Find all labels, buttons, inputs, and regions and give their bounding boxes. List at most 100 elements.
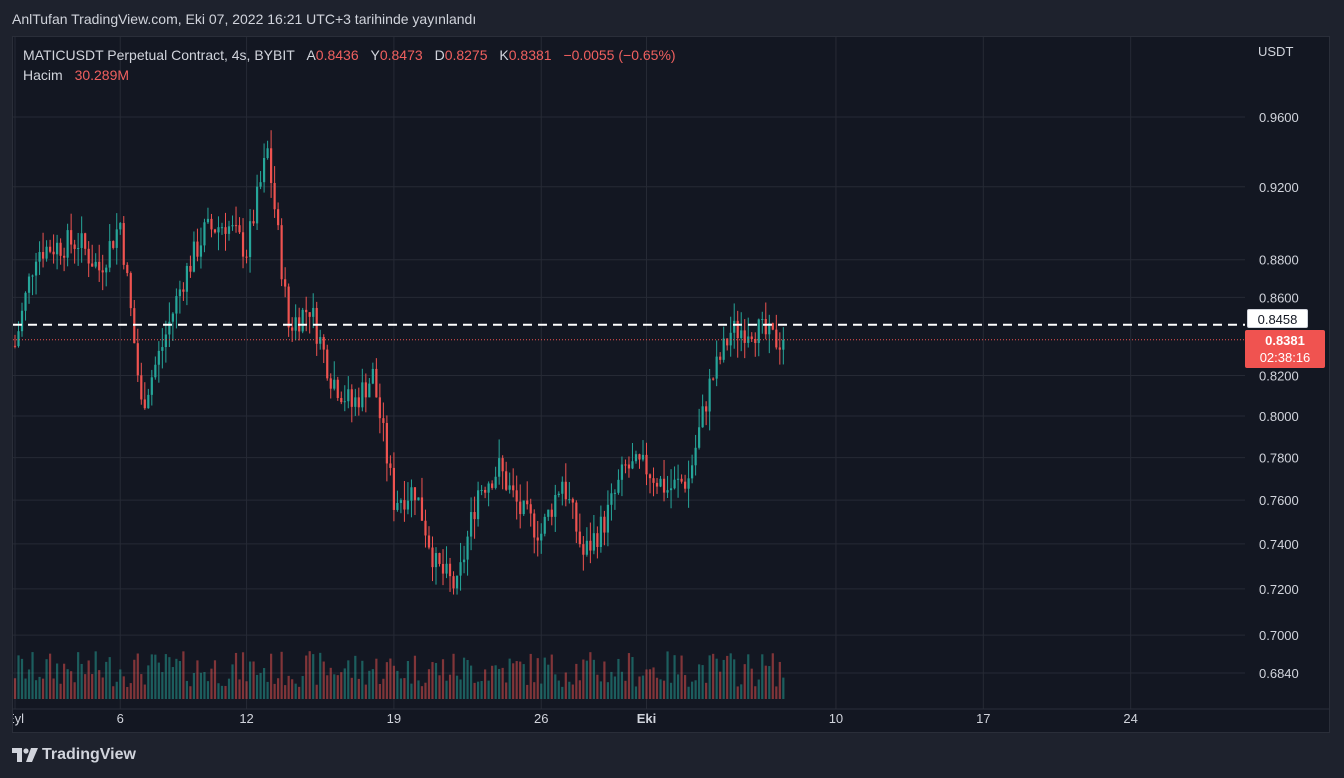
candle xyxy=(368,378,371,398)
candle xyxy=(691,454,694,484)
volume-bar xyxy=(757,679,760,699)
candle xyxy=(455,575,459,595)
candle xyxy=(536,520,539,557)
candle xyxy=(427,526,431,550)
candle xyxy=(708,368,711,431)
candle xyxy=(94,253,97,269)
candle xyxy=(515,475,518,520)
volume-bar xyxy=(217,683,220,699)
volume-bar xyxy=(192,672,196,699)
legend-low: 0.8275 xyxy=(444,47,488,63)
last-price-value: 0.8381 xyxy=(1265,333,1305,348)
candle xyxy=(143,382,146,410)
candle xyxy=(119,222,122,235)
candle xyxy=(501,455,504,490)
chart-frame[interactable]: USDT 0.9600 0.9200 0.8800 0.8600 0.8200 0.8000… xyxy=(12,36,1330,733)
time-axis: Eyl 6 12 19 26 Eki 10 17 24 xyxy=(13,708,1329,726)
volume-bar xyxy=(691,681,694,699)
grid xyxy=(13,37,1245,709)
candle xyxy=(136,328,139,382)
candle xyxy=(410,479,413,518)
candle xyxy=(568,482,571,504)
candle xyxy=(105,264,108,287)
candle xyxy=(406,482,410,515)
volume-bar xyxy=(473,682,476,699)
candle xyxy=(491,480,494,490)
date-tick-label: 17 xyxy=(976,711,990,726)
volume-bar xyxy=(294,683,297,699)
volume-bar xyxy=(462,657,466,699)
volume-bar xyxy=(255,674,259,699)
volume-bar xyxy=(624,680,627,699)
candle xyxy=(350,384,353,423)
volume-bar xyxy=(666,651,669,699)
legend-close-label: K xyxy=(499,47,509,63)
volume-bar xyxy=(368,670,371,699)
volume-bar xyxy=(66,669,69,699)
candle xyxy=(424,509,427,548)
volume-bar xyxy=(648,669,652,699)
volume-bar xyxy=(592,659,595,699)
candle xyxy=(361,368,364,412)
volume-bar xyxy=(98,670,101,699)
volume-bar xyxy=(343,668,346,699)
legend-open-label: A xyxy=(306,47,316,63)
candle xyxy=(585,527,588,557)
candle xyxy=(582,536,585,571)
volume-bar xyxy=(638,676,641,699)
volume-bar xyxy=(740,684,743,699)
candle xyxy=(385,415,388,482)
candle xyxy=(87,241,90,278)
candle xyxy=(371,362,374,385)
volume-bar xyxy=(84,674,87,699)
volume-bar xyxy=(178,661,181,699)
legend: MATICUSDT Perpetual Contract, 4s, BYBIT … xyxy=(23,45,676,85)
volume-bar xyxy=(189,686,192,699)
candle xyxy=(698,408,701,450)
volume-bar xyxy=(564,672,567,699)
candle xyxy=(606,490,610,547)
candle xyxy=(589,522,592,564)
volume-bar xyxy=(210,668,213,699)
candle xyxy=(554,484,557,532)
candle xyxy=(154,356,157,380)
legend-symbol: MATICUSDT Perpetual Contract, 4s, BYBIT xyxy=(23,47,295,63)
legend-close: 0.8381 xyxy=(508,47,552,63)
candlestick-chart[interactable]: USDT 0.9600 0.9200 0.8800 0.8600 0.8200 0.8000… xyxy=(13,37,1329,732)
candle xyxy=(182,282,185,301)
volume-bar xyxy=(312,654,315,699)
volume-bar xyxy=(406,660,410,699)
price-tick-label: 0.7400 xyxy=(1259,537,1299,552)
price-tick-label: 0.7200 xyxy=(1259,582,1299,597)
volume-bar xyxy=(641,675,645,699)
volume-bar xyxy=(613,676,617,699)
candle xyxy=(676,464,680,498)
volume-bar xyxy=(645,669,648,699)
candle xyxy=(284,267,287,298)
volume-bar xyxy=(333,674,336,699)
volume-bar xyxy=(378,683,381,699)
candle xyxy=(140,362,143,405)
candle xyxy=(382,402,385,442)
volume-bars xyxy=(13,651,785,699)
candle xyxy=(778,332,781,365)
volume-bar xyxy=(529,653,532,699)
volume-bar xyxy=(501,667,504,699)
volume-bar xyxy=(199,672,203,699)
candle xyxy=(150,369,153,406)
volume-bar xyxy=(59,683,62,699)
candle xyxy=(743,319,746,359)
tradingview-logo[interactable]: TradingView xyxy=(12,746,136,764)
date-tick-label: 12 xyxy=(239,711,253,726)
volume-bar xyxy=(350,677,353,699)
volume-bar xyxy=(112,686,115,699)
candle xyxy=(494,466,497,490)
candle xyxy=(84,232,87,256)
volume-bar xyxy=(20,658,24,699)
candle xyxy=(641,440,645,462)
volume-bar xyxy=(754,686,757,699)
volume-bar xyxy=(392,665,395,699)
volume-bar xyxy=(315,684,318,699)
volume-bar xyxy=(452,653,455,699)
volume-bar xyxy=(248,661,252,699)
